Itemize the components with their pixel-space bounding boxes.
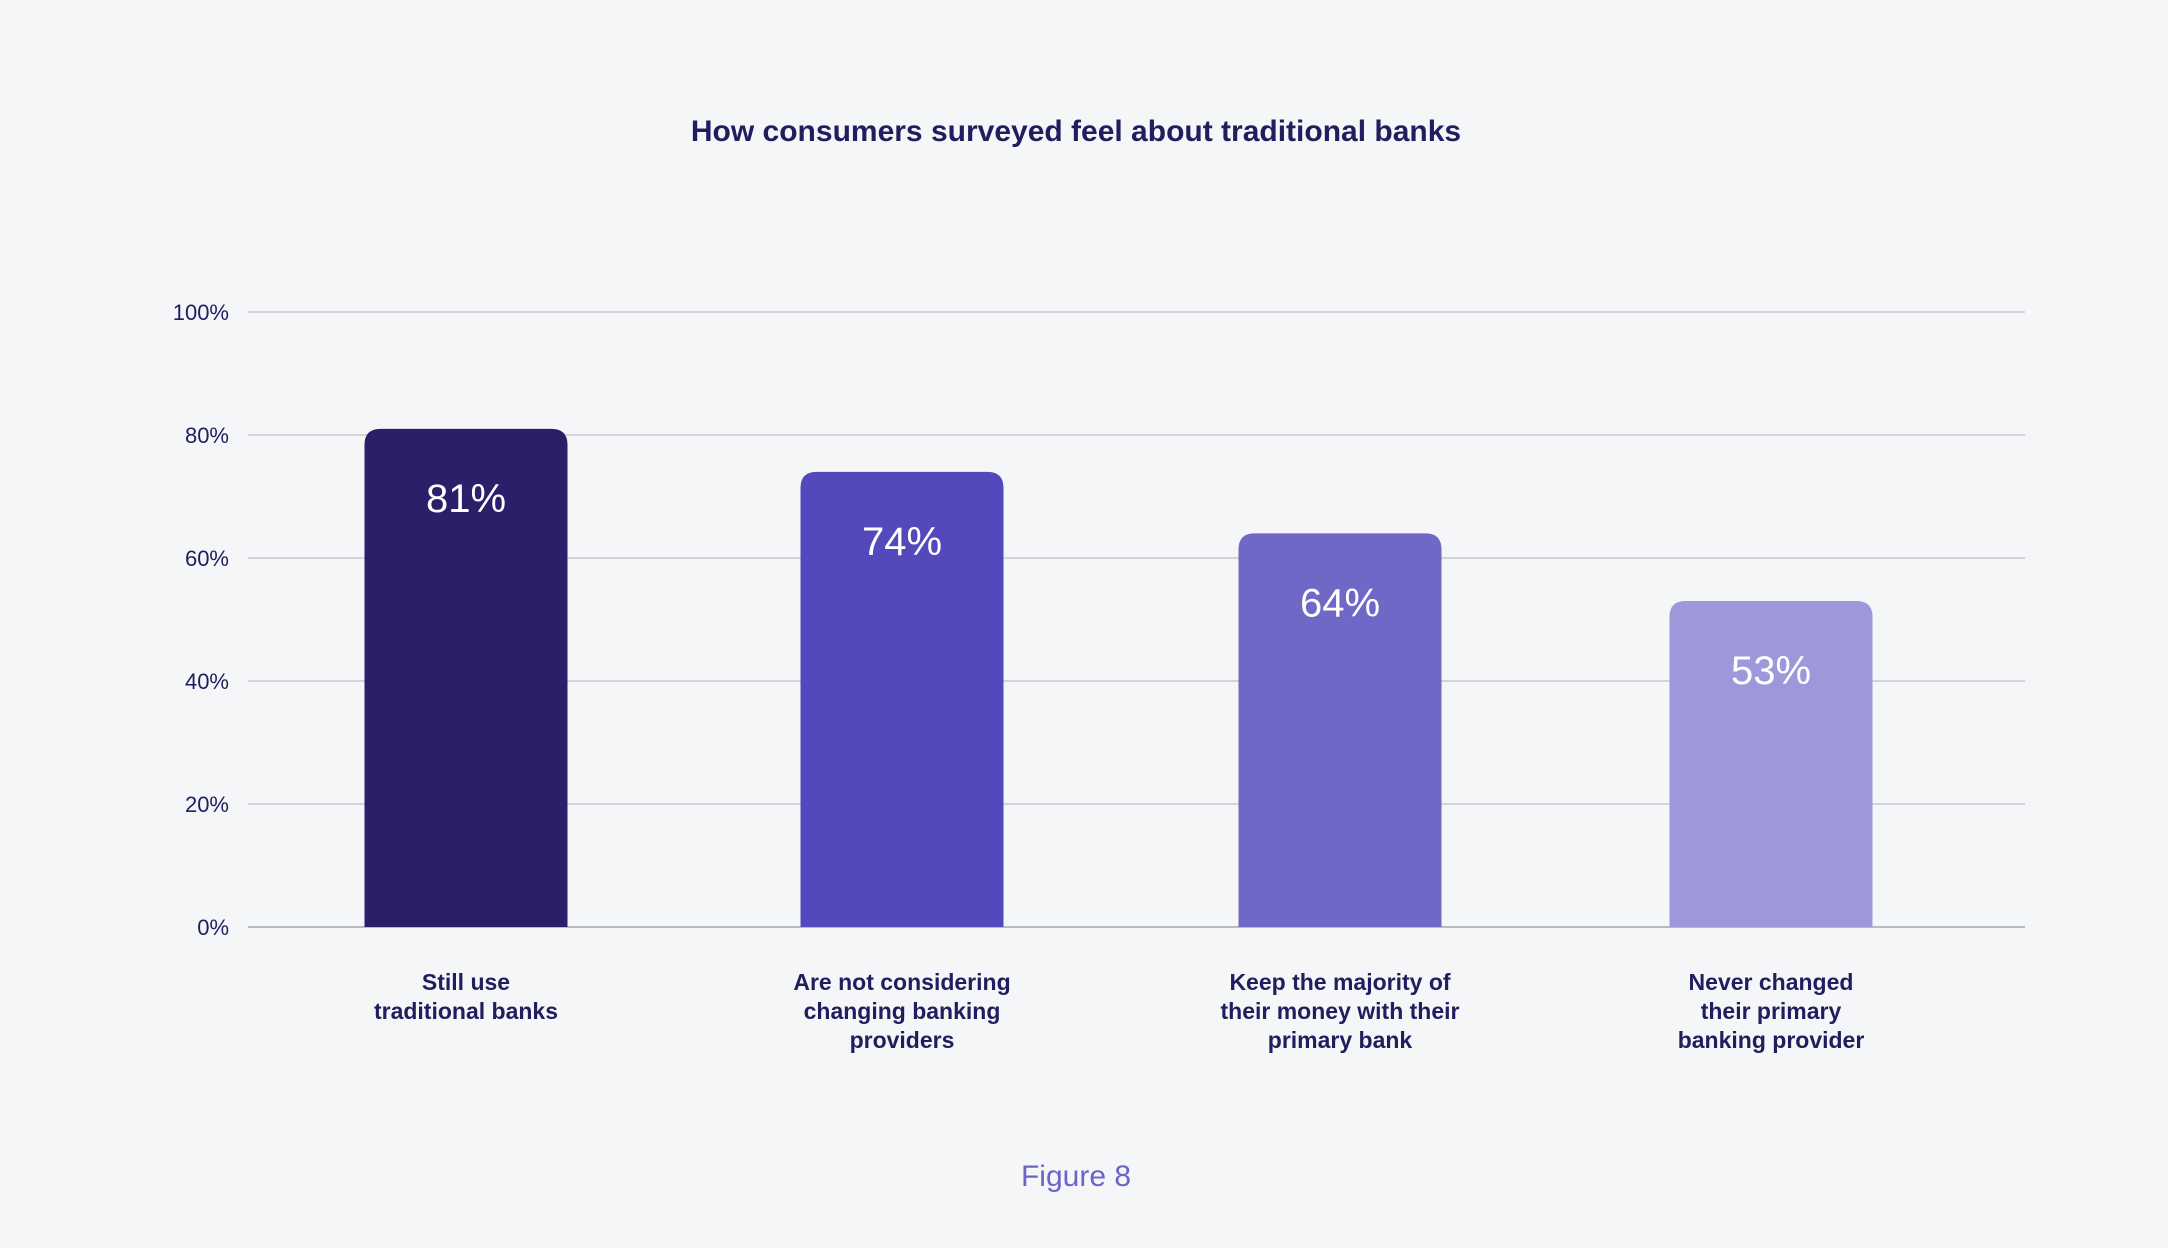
category-label-line: Keep the majority of (1229, 969, 1450, 995)
category-label-line: Are not considering (793, 969, 1010, 995)
y-tick-label: 60% (185, 546, 229, 571)
category-label-line: Still use (422, 969, 510, 995)
category-label-line: changing banking (804, 998, 1001, 1024)
category-label-line: providers (850, 1027, 955, 1053)
category-label-line: their primary (1701, 998, 1842, 1024)
chart-title: How consumers surveyed feel about tradit… (691, 115, 1461, 148)
y-axis-ticks: 0% 20% 40% 60% 80% 100% (173, 300, 229, 940)
bars (364, 428, 1873, 927)
category-label-line: banking provider (1678, 1027, 1865, 1053)
value-labels: 81% 74% 64% 53% (426, 477, 1811, 693)
y-tick-label: 40% (185, 669, 229, 694)
y-tick-label: 20% (185, 792, 229, 817)
category-label-line: traditional banks (374, 998, 558, 1024)
bar-value-label: 81% (426, 477, 506, 521)
category-label: Never changed their primary banking provid… (1678, 969, 1865, 1053)
bar-value-label: 53% (1731, 649, 1811, 693)
bar-value-label: 64% (1300, 581, 1380, 625)
y-tick-label: 80% (185, 423, 229, 448)
category-label: Keep the majority of their money with the… (1221, 969, 1460, 1053)
bar (1238, 533, 1442, 927)
category-label-line: Never changed (1689, 969, 1854, 995)
figure-caption: Figure 8 (1021, 1160, 1131, 1193)
category-label: Are not considering changing banking provi… (793, 969, 1010, 1053)
category-labels: Still use traditional banks Are not consid… (374, 969, 1864, 1053)
bar-value-label: 74% (862, 520, 942, 564)
y-tick-label: 100% (173, 300, 229, 325)
category-label: Still use traditional banks (374, 969, 558, 1024)
bar (364, 428, 568, 927)
bar (800, 471, 1004, 927)
category-label-line: their money with their (1221, 998, 1460, 1024)
bar (1669, 601, 1873, 927)
y-tick-label: 0% (197, 915, 229, 940)
category-label-line: primary bank (1268, 1027, 1413, 1053)
